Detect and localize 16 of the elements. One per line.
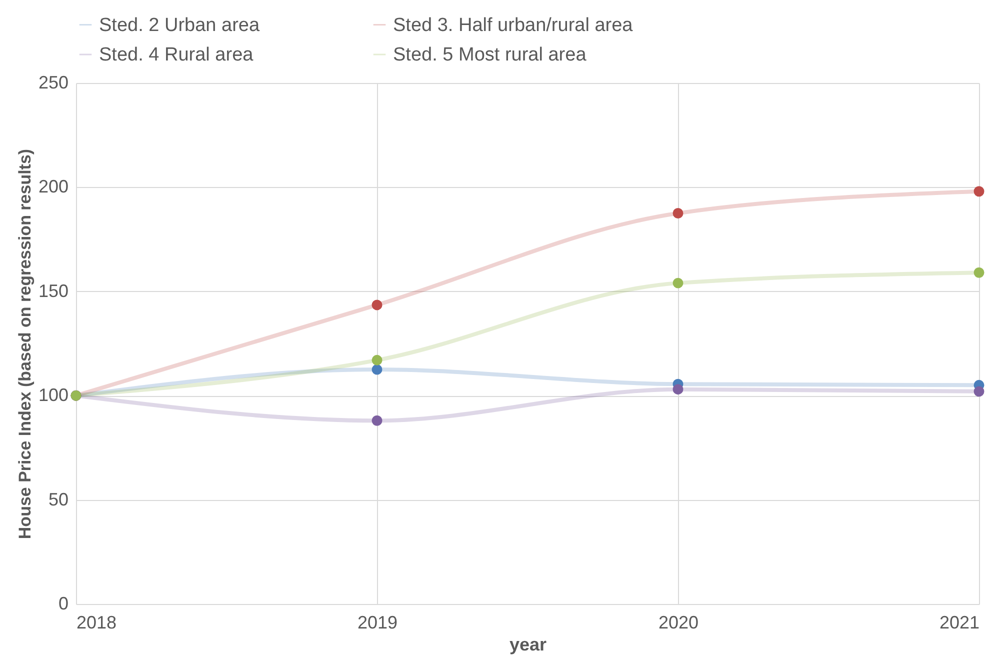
x-tick-label: 2018	[76, 612, 117, 632]
y-tick-label: 150	[38, 280, 68, 301]
y-tick-label: 100	[38, 385, 68, 406]
legend-label: Sted 3. Half urban/rural area	[393, 14, 634, 36]
y-axis-title: House Price Index (based on regression results)	[15, 148, 34, 540]
x-tick-label: 2019	[357, 612, 398, 632]
legend-label: Sted. 5 Most rural area	[393, 44, 587, 66]
y-tick-label: 50	[48, 489, 68, 510]
legend-label: Sted. 2 Urban area	[99, 14, 260, 36]
y-tick-label: 0	[58, 594, 68, 614]
x-tick-label: 2020	[658, 612, 699, 632]
legend-label: Sted. 4 Rural area	[99, 44, 254, 66]
x-axis-title: year	[509, 634, 547, 654]
x-tick-label: 2021	[939, 612, 980, 632]
y-tick-label: 250	[38, 72, 68, 92]
y-tick-label: 200	[38, 176, 68, 197]
